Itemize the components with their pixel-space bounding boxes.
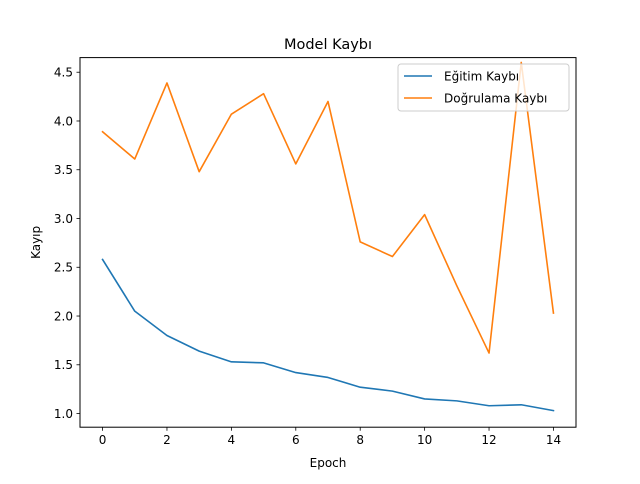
plot-frame xyxy=(79,57,577,428)
series-line-1 xyxy=(101,61,555,354)
y-tick-label: 1.0 xyxy=(54,407,73,421)
legend-frame xyxy=(397,63,570,112)
y-tick-label: 2.0 xyxy=(54,309,73,323)
y-tick-label: 4.0 xyxy=(54,114,73,128)
legend-label-validation: Doğrulama Kaybı xyxy=(444,92,547,106)
x-axis-label: Epoch xyxy=(310,456,347,470)
y-tick-label: 4.5 xyxy=(54,66,73,80)
axis-ticks: 0 2 4 6 8 10 12 14 1.0 1.5 2.0 2.5 3.0 3.5 4.0 4.5 xyxy=(54,66,561,448)
plot-lines xyxy=(101,61,555,412)
y-axis-label: Kayıp xyxy=(29,226,43,259)
x-tick-label: 2 xyxy=(163,433,171,447)
y-tick-label: 3.5 xyxy=(54,163,73,177)
y-tick-label: 1.5 xyxy=(54,358,73,372)
x-tick-label: 12 xyxy=(481,433,496,447)
chart-title: Model Kaybı xyxy=(284,37,372,53)
y-tick-label: 2.5 xyxy=(54,261,73,275)
x-tick-label: 0 xyxy=(99,433,107,447)
x-tick-label: 14 xyxy=(546,433,561,447)
legend-label-train: Eğitim Kaybı xyxy=(444,70,519,84)
series-line-0 xyxy=(101,258,555,412)
y-tick-label: 3.0 xyxy=(54,212,73,226)
x-tick-label: 10 xyxy=(417,433,432,447)
x-tick-label: 4 xyxy=(228,433,236,447)
x-tick-label: 6 xyxy=(292,433,300,447)
x-tick-label: 8 xyxy=(356,433,364,447)
legend: Eğitim Kaybı Doğrulama Kaybı xyxy=(397,63,570,112)
